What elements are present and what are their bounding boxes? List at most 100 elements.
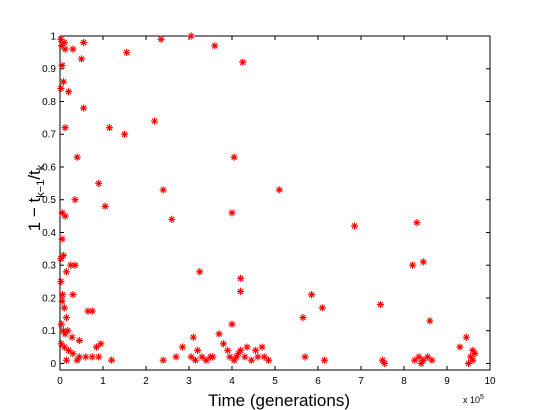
y-tick-label: 0.3 (42, 261, 56, 272)
data-point (194, 346, 202, 354)
data-point (456, 343, 464, 351)
data-point (67, 261, 75, 269)
data-point (254, 353, 262, 361)
data-point (198, 353, 206, 361)
data-point (419, 258, 427, 266)
x-tick-label: 6 (315, 376, 321, 387)
x-tick-label: 4 (229, 376, 235, 387)
y-tick-label: 0.5 (42, 195, 56, 206)
data-point (307, 291, 316, 299)
data-point (151, 117, 159, 125)
data-point (57, 340, 65, 348)
y-tick-label: 0.8 (42, 97, 56, 108)
data-point (471, 350, 479, 358)
data-point (206, 353, 215, 361)
data-point (426, 317, 434, 325)
data-point (58, 42, 66, 50)
data-point (101, 202, 109, 210)
data-point (411, 356, 419, 364)
data-point (69, 350, 77, 358)
data-point (95, 353, 103, 361)
data-point (71, 196, 79, 204)
data-point (64, 327, 72, 335)
data-point (376, 300, 384, 309)
y-tick-label: 0.7 (42, 130, 56, 141)
data-point (75, 336, 83, 345)
data-point (187, 353, 195, 361)
data-point (82, 353, 90, 361)
data-point (157, 35, 165, 43)
data-point (191, 356, 200, 364)
data-point (97, 340, 105, 348)
data-point (69, 45, 77, 53)
data-point (62, 356, 71, 364)
data-point (71, 261, 79, 269)
x-tick-label: 5 (272, 376, 278, 387)
data-point (159, 186, 167, 194)
y-tick-label: 0.4 (42, 228, 56, 239)
data-point (88, 307, 96, 315)
data-point (65, 88, 73, 96)
y-axis-label: 1 − tk−1/tk (25, 164, 47, 231)
data-point (59, 251, 68, 259)
x-tick-label: 0 (57, 376, 63, 387)
y-tick-label: 0.9 (42, 64, 56, 75)
data-point (299, 314, 307, 322)
data-point (61, 330, 69, 338)
data-point (232, 353, 240, 361)
data-point (234, 350, 243, 358)
data-point (84, 307, 92, 315)
data-point (211, 42, 219, 50)
data-point (57, 320, 65, 328)
data-point (260, 353, 268, 361)
data-point (428, 356, 436, 364)
data-point (469, 356, 477, 364)
y-tick-label: 0 (50, 359, 56, 370)
data-point (187, 32, 195, 40)
data-point (226, 353, 234, 361)
data-point (202, 356, 210, 364)
data-point (381, 359, 389, 368)
data-point (80, 104, 88, 112)
data-point (61, 124, 69, 132)
data-point (60, 343, 68, 351)
data-point (69, 291, 77, 299)
data-point (65, 346, 73, 354)
data-point (58, 61, 66, 70)
data-point (68, 333, 76, 341)
data-point (237, 274, 245, 282)
data-point (228, 209, 236, 217)
y-tick-label: 0.6 (42, 162, 56, 173)
x-tick-label: 8 (401, 376, 407, 387)
data-point (95, 179, 103, 187)
data-points (57, 32, 479, 368)
data-point (320, 356, 329, 364)
data-point (237, 287, 245, 296)
data-point (60, 38, 68, 47)
data-point (105, 124, 114, 132)
data-point (57, 255, 65, 263)
data-point (230, 153, 238, 161)
data-point (467, 353, 475, 361)
data-point (228, 320, 236, 328)
data-point (92, 343, 101, 351)
data-point (224, 346, 232, 354)
data-point (62, 314, 71, 322)
data-point (59, 78, 68, 86)
data-point (424, 353, 432, 361)
x-tick-label: 9 (444, 376, 450, 387)
data-point (241, 353, 249, 361)
data-point (58, 209, 66, 217)
data-point (243, 343, 251, 351)
data-point (469, 346, 477, 354)
data-point (230, 356, 238, 364)
data-point (60, 304, 68, 312)
y-tick-label: 1 (50, 32, 56, 43)
data-point (57, 277, 65, 286)
data-point (168, 215, 176, 223)
data-point (73, 356, 81, 364)
data-point (172, 353, 180, 361)
data-point (61, 45, 69, 53)
data-point (62, 268, 71, 276)
